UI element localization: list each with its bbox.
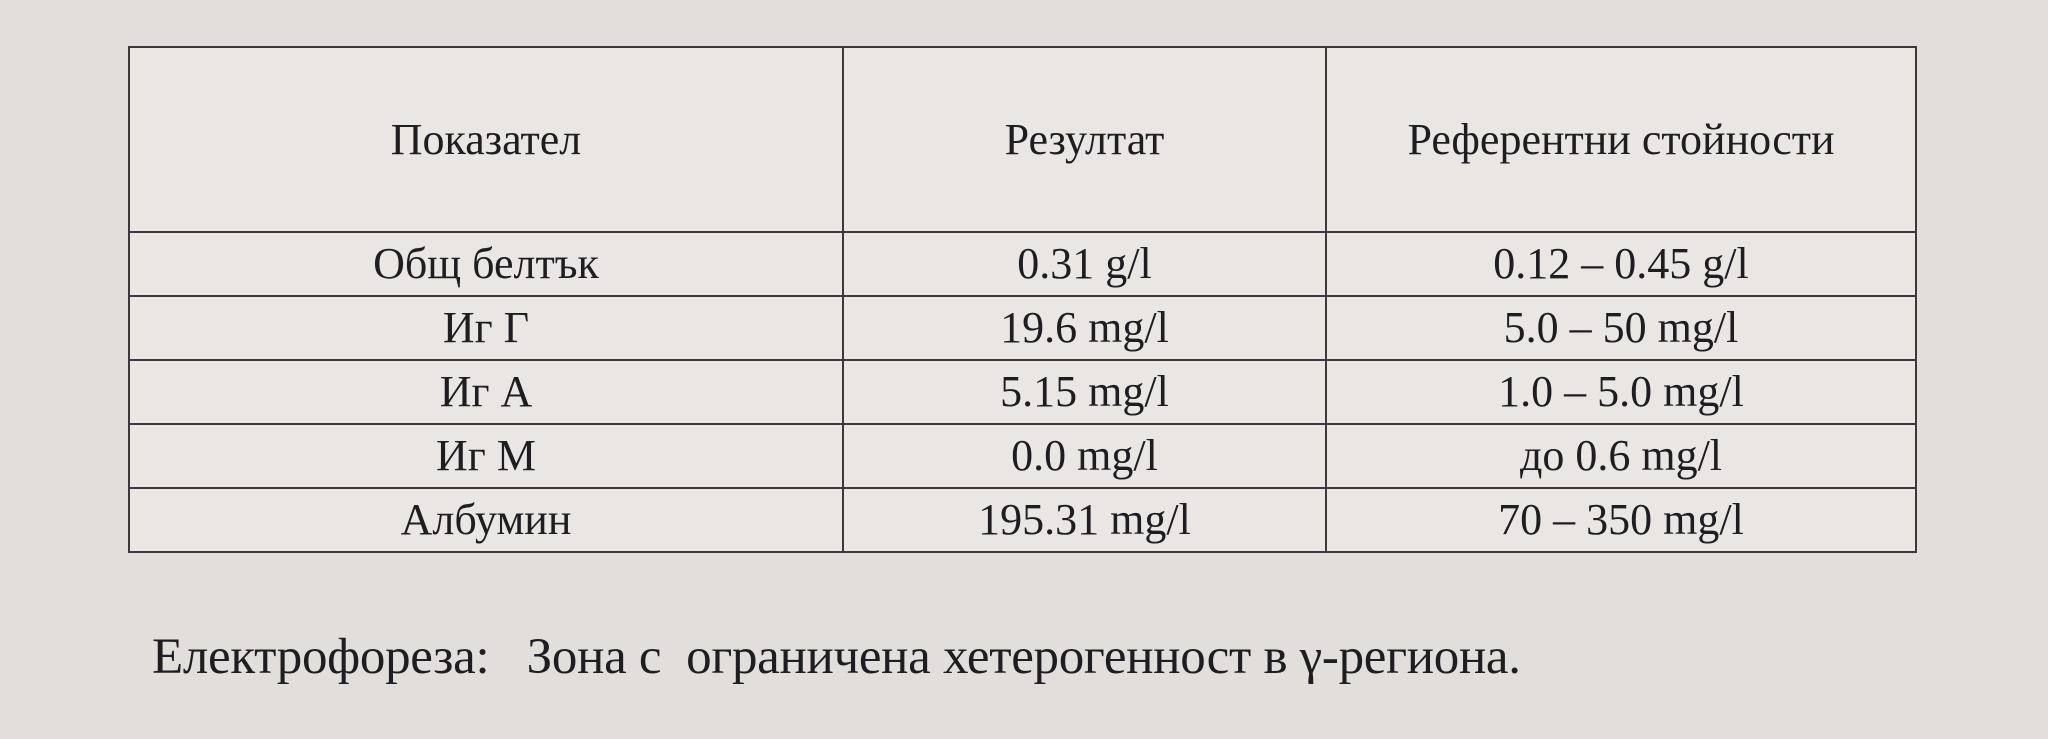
table-row: Иг М 0.0 mg/l до 0.6 mg/l (128, 423, 1917, 489)
results-table: Показател Резултат Референтни стойности … (128, 46, 1917, 553)
cell-indicator: Албумин (128, 487, 844, 553)
header-result: Резултат (842, 46, 1327, 233)
table-row: Иг А 5.15 mg/l 1.0 – 5.0 mg/l (128, 359, 1917, 425)
note-text: Зона с ограничена хетерогенност в γ-реги… (526, 629, 1521, 685)
cell-indicator: Иг М (128, 423, 844, 489)
header-indicator: Показател (128, 46, 844, 233)
cell-result: 195.31 mg/l (842, 487, 1327, 553)
cell-result: 5.15 mg/l (842, 359, 1327, 425)
header-reference: Референтни стойности (1325, 46, 1917, 233)
cell-reference: до 0.6 mg/l (1325, 423, 1917, 489)
table-row: Общ белтък 0.31 g/l 0.12 – 0.45 g/l (128, 231, 1917, 297)
cell-reference: 70 – 350 mg/l (1325, 487, 1917, 553)
electrophoresis-note: Електрофореза: Зона с ограничена хетерог… (152, 628, 1521, 686)
cell-indicator: Иг Г (128, 295, 844, 361)
cell-indicator: Общ белтък (128, 231, 844, 297)
cell-reference: 5.0 – 50 mg/l (1325, 295, 1917, 361)
table-row: Иг Г 19.6 mg/l 5.0 – 50 mg/l (128, 295, 1917, 361)
cell-result: 0.31 g/l (842, 231, 1327, 297)
cell-reference: 1.0 – 5.0 mg/l (1325, 359, 1917, 425)
cell-result: 0.0 mg/l (842, 423, 1327, 489)
cell-indicator: Иг А (128, 359, 844, 425)
header-row: Показател Резултат Референтни стойности (128, 46, 1917, 233)
note-label: Електрофореза: (152, 629, 490, 685)
cell-reference: 0.12 – 0.45 g/l (1325, 231, 1917, 297)
table-row: Албумин 195.31 mg/l 70 – 350 mg/l (128, 487, 1917, 553)
cell-result: 19.6 mg/l (842, 295, 1327, 361)
